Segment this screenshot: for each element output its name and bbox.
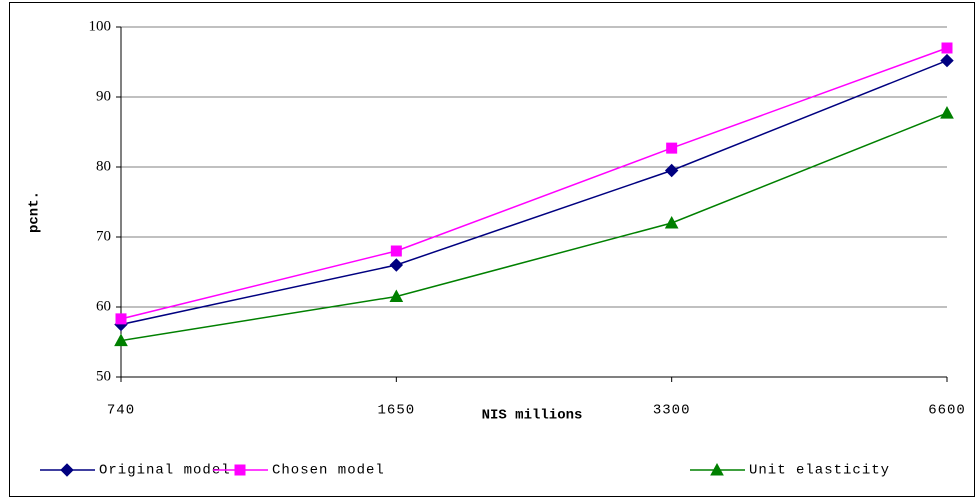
x-tick-label: 6600 <box>928 403 966 419</box>
point <box>940 53 954 68</box>
point <box>114 333 128 347</box>
legend-label: Unit elasticity <box>749 463 890 479</box>
chart-border <box>9 2 975 497</box>
point <box>390 245 402 257</box>
x-tick-label: 740 <box>107 403 135 419</box>
series-line <box>120 112 948 342</box>
x-tick-label: 3300 <box>653 403 691 419</box>
y-tick-label: 70 <box>96 228 111 244</box>
legend-label: Chosen model <box>272 463 385 479</box>
point <box>941 42 953 54</box>
legend-marker <box>60 463 74 477</box>
y-tick-label: 60 <box>96 298 111 314</box>
point <box>389 258 404 272</box>
y-tick-label: 100 <box>89 18 112 34</box>
y-axis-title: pcnt. <box>27 191 43 233</box>
legend-marker <box>710 462 724 476</box>
x-axis-title: NIS millions <box>482 408 583 424</box>
y-tick-label: 90 <box>96 88 111 104</box>
point <box>115 313 127 325</box>
point <box>389 289 404 302</box>
point <box>666 142 678 154</box>
y-tick-label: 50 <box>96 368 111 384</box>
point <box>664 163 679 178</box>
legend-label: Original model <box>99 463 231 479</box>
y-tick-label: 80 <box>96 158 111 174</box>
point <box>940 106 954 119</box>
legend-marker <box>234 464 246 476</box>
point <box>664 215 679 229</box>
series-line <box>120 47 948 320</box>
series-line <box>120 59 948 326</box>
x-tick-label: 1650 <box>378 403 416 419</box>
